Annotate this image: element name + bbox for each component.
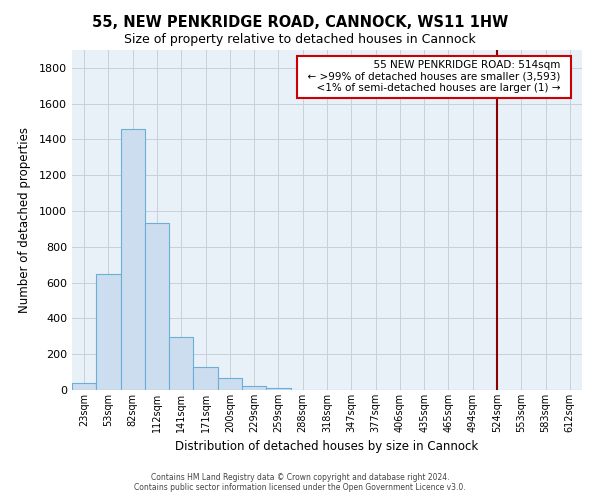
Bar	[72, 383, 96, 390]
Text: 55 NEW PENKRIDGE ROAD: 514sqm  
  ← >99% of detached houses are smaller (3,593) : 55 NEW PENKRIDGE ROAD: 514sqm ← >99% of …	[301, 60, 567, 94]
Bar	[242, 386, 266, 390]
Bar	[121, 128, 145, 390]
Bar	[193, 366, 218, 390]
Bar	[169, 337, 193, 390]
Text: Contains HM Land Registry data © Crown copyright and database right 2024.
Contai: Contains HM Land Registry data © Crown c…	[134, 473, 466, 492]
Text: 55, NEW PENKRIDGE ROAD, CANNOCK, WS11 1HW: 55, NEW PENKRIDGE ROAD, CANNOCK, WS11 1H…	[92, 15, 508, 30]
X-axis label: Distribution of detached houses by size in Cannock: Distribution of detached houses by size …	[175, 440, 479, 454]
Bar	[218, 378, 242, 390]
Bar	[145, 222, 169, 390]
Text: Size of property relative to detached houses in Cannock: Size of property relative to detached ho…	[124, 32, 476, 46]
Bar	[266, 388, 290, 390]
Y-axis label: Number of detached properties: Number of detached properties	[17, 127, 31, 313]
Bar	[96, 274, 121, 390]
